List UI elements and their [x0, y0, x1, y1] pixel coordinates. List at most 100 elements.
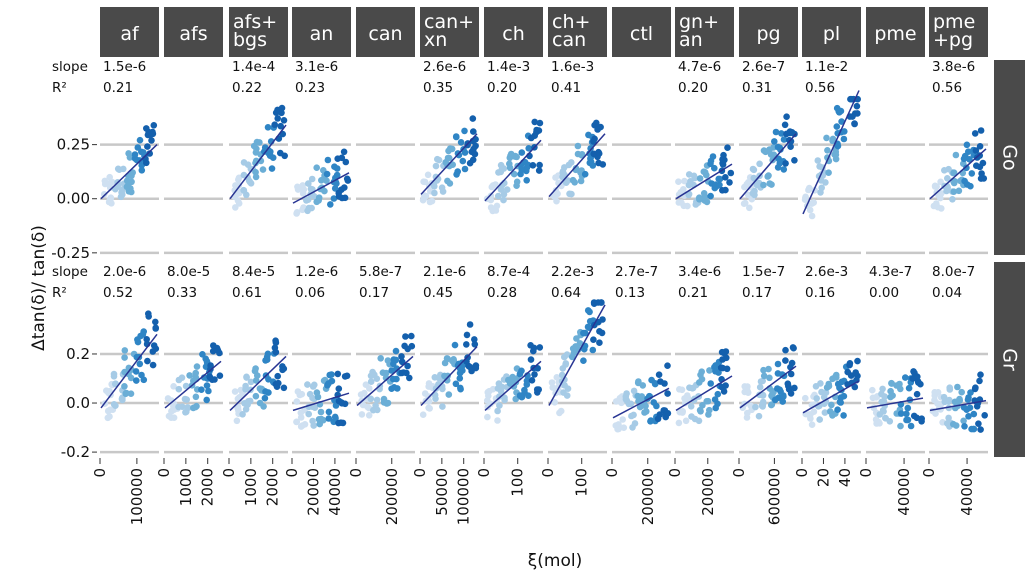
strip-label: af [120, 23, 140, 45]
data-point [897, 422, 904, 430]
data-point [126, 154, 134, 161]
data-point [559, 169, 566, 176]
data-point [380, 399, 388, 406]
data-point [111, 380, 119, 388]
data-point [264, 124, 272, 131]
regression-line [164, 360, 222, 409]
data-point [192, 403, 199, 411]
data-point [531, 371, 538, 378]
data-point [341, 184, 348, 191]
data-point [500, 196, 507, 204]
r2-row-label: R² [52, 285, 67, 301]
data-point [913, 414, 921, 422]
data-point [549, 384, 556, 391]
data-point [631, 420, 639, 427]
data-point [967, 389, 974, 396]
data-point [438, 184, 446, 191]
data-point [112, 402, 119, 410]
data-point [572, 165, 580, 172]
panel-Gr-afs+bgs: 8.4e-5 0.61 [229, 264, 288, 454]
data-point [367, 378, 375, 386]
data-point [146, 150, 153, 157]
data-point [970, 410, 978, 418]
strip-background [612, 7, 671, 57]
strip-can+xn: can+xn [420, 7, 479, 57]
data-point [806, 206, 814, 214]
data-point [459, 157, 467, 165]
data-point [506, 160, 513, 168]
data-point [293, 210, 300, 217]
data-point [495, 192, 502, 200]
data-point [444, 372, 452, 380]
data-point [682, 417, 690, 425]
x-tick-label: 200000 [639, 468, 657, 525]
data-point [389, 375, 397, 383]
data-point [247, 378, 255, 386]
data-point [106, 184, 114, 191]
data-point [463, 331, 471, 339]
strip-background [675, 7, 734, 57]
data-point [523, 381, 531, 388]
slope-value: 8.4e-5 [232, 264, 275, 280]
regression-line [100, 144, 158, 200]
data-point [825, 382, 833, 390]
data-point [535, 167, 543, 174]
data-point [525, 392, 532, 400]
data-point [457, 385, 464, 393]
data-point [202, 355, 209, 363]
strip-af: af [100, 7, 159, 57]
data-point [960, 155, 968, 163]
slope-value: 8.7e-4 [487, 264, 530, 280]
data-point [252, 173, 260, 181]
data-point [963, 181, 971, 188]
data-point [256, 399, 264, 407]
data-point [516, 370, 524, 378]
data-point [771, 396, 779, 404]
panel-Go-pme+pg: 3.8e-6 0.56 [929, 59, 988, 255]
x-tick-label: 40000 [326, 468, 344, 516]
strip-pl: pl [802, 7, 861, 57]
data-point [695, 417, 703, 425]
data-point [760, 181, 767, 189]
x-tick-label: 100 [509, 468, 527, 497]
regression-line [866, 397, 924, 409]
x-tick-label: 0 [666, 468, 684, 478]
x-tick-label: 1000 [242, 468, 260, 506]
data-point [699, 402, 706, 409]
data-point [911, 369, 918, 377]
data-point [419, 411, 427, 419]
data-point [261, 394, 269, 402]
y-tick-label: 0.2 [66, 345, 90, 363]
strip-background [484, 7, 543, 57]
data-point [685, 181, 693, 189]
data-point [759, 377, 766, 385]
data-point [833, 374, 840, 381]
data-point [175, 385, 183, 393]
data-point [116, 166, 123, 173]
slope-value: 2.7e-7 [615, 264, 658, 280]
data-point [816, 416, 823, 423]
data-point [192, 369, 199, 377]
data-point [724, 144, 731, 151]
panel-Gr-gn+an: 3.4e-6 0.21 [675, 264, 734, 454]
data-point [952, 422, 960, 429]
data-point [431, 183, 438, 190]
slope-row-label: slope [52, 59, 88, 75]
data-point [976, 377, 983, 385]
data-point [802, 394, 809, 402]
panel-Go-pg: 2.6e-7 0.31 [739, 59, 798, 255]
data-point [243, 373, 250, 381]
data-point [326, 371, 334, 379]
data-point [980, 175, 988, 182]
panel-Go-ch: 1.4e-3 0.20 [483, 59, 544, 255]
r2-value: 0.21 [678, 285, 708, 301]
data-point [280, 384, 288, 392]
data-point [561, 353, 568, 361]
data-point [879, 385, 886, 393]
data-point [706, 406, 713, 414]
regression-line [675, 375, 733, 412]
data-point [741, 199, 749, 207]
data-point [931, 392, 938, 399]
data-point [365, 412, 373, 419]
data-point [562, 361, 569, 368]
